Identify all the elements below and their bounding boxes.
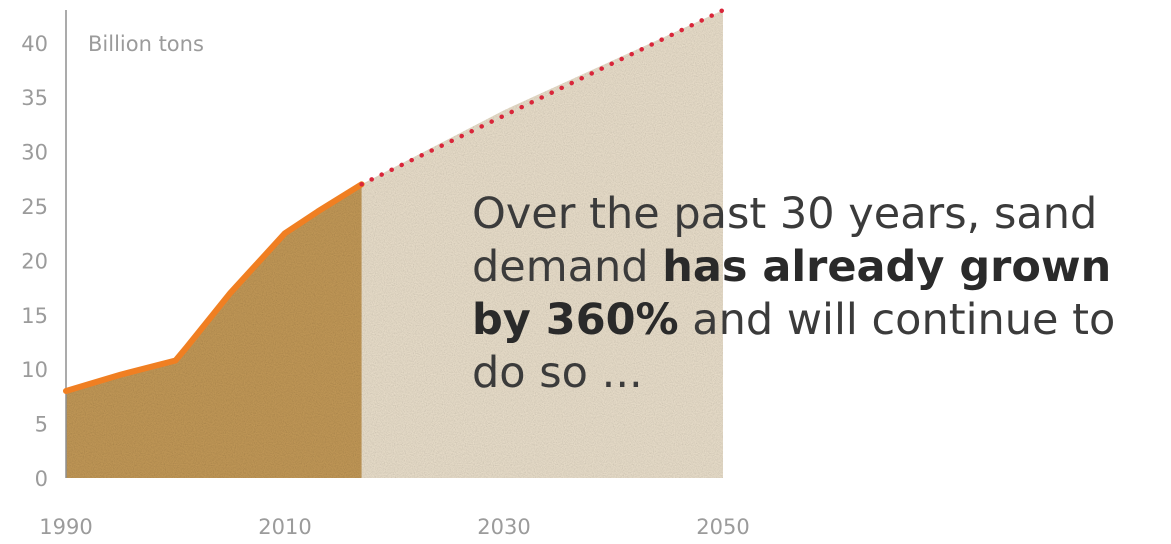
chart-annotation: Over the past 30 years, sand demand has …	[472, 188, 1162, 400]
historic-area	[66, 184, 362, 479]
projection-dotted-line	[359, 7, 726, 187]
y-axis-unit-label: Billion tons	[88, 32, 204, 56]
y-tick-label: 0	[35, 467, 48, 491]
historic-area-group	[66, 184, 362, 479]
annotation-text-2: and will continue to do so ...	[472, 295, 1116, 398]
x-tick-label: 1990	[39, 515, 92, 539]
y-tick-label: 5	[35, 413, 48, 437]
y-tick-label: 30	[21, 141, 48, 165]
projection-area	[361, 10, 723, 478]
historic-line	[63, 181, 365, 394]
series-lines	[63, 7, 726, 394]
y-axis-ticks: 0 5 10 15 20 25 30 35 40	[21, 32, 48, 491]
projection-area-group	[361, 10, 723, 478]
annotation-bold-text: has already grown by 360%	[472, 242, 1112, 345]
x-tick-label: 2030	[477, 515, 530, 539]
y-tick-label: 20	[21, 249, 48, 273]
y-tick-label: 35	[21, 86, 48, 110]
x-tick-label: 2050	[696, 515, 749, 539]
y-tick-label: 25	[21, 195, 48, 219]
annotation-text-1: Over the past 30 years, sand demand	[472, 189, 1098, 292]
x-tick-label: 2010	[258, 515, 311, 539]
x-axis-ticks: 1990 2010 2030 2050	[39, 515, 749, 539]
y-tick-label: 40	[21, 32, 48, 56]
y-tick-label: 15	[21, 304, 48, 328]
y-tick-label: 10	[21, 358, 48, 382]
